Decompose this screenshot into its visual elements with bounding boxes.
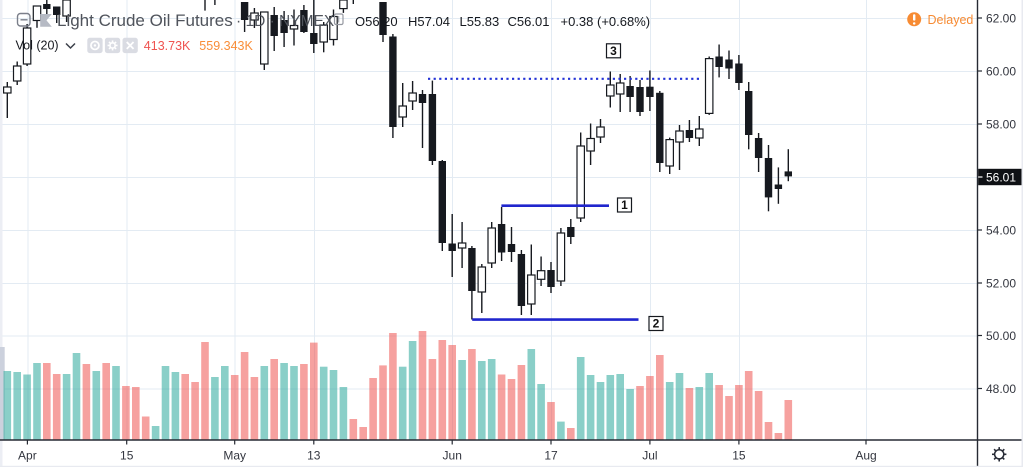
svg-text:Light Crude Oil Futures: Light Crude Oil Futures — [57, 11, 233, 30]
svg-text:52.00: 52.00 — [986, 276, 1016, 290]
svg-text:559.343K: 559.343K — [199, 39, 253, 53]
svg-text:+0.38 (+0.68%): +0.38 (+0.68%) — [561, 14, 651, 29]
svg-text:Apr: Apr — [18, 449, 37, 463]
svg-text:54.00: 54.00 — [986, 223, 1016, 237]
svg-text:413.73K: 413.73K — [144, 39, 191, 53]
svg-text:Delayed: Delayed — [928, 13, 974, 27]
svg-text:May: May — [223, 449, 246, 463]
svg-text:60.00: 60.00 — [986, 64, 1016, 78]
svg-text:Jun: Jun — [443, 449, 462, 463]
svg-text:Aug: Aug — [855, 449, 876, 463]
svg-text:Vol (20): Vol (20) — [16, 39, 59, 53]
svg-text:2: 2 — [653, 317, 660, 331]
svg-text:H57.04: H57.04 — [408, 14, 450, 29]
svg-text:13: 13 — [307, 449, 321, 463]
svg-text:58.00: 58.00 — [986, 117, 1016, 131]
svg-text:C56.01: C56.01 — [508, 14, 550, 29]
svg-text:Jul: Jul — [642, 449, 657, 463]
svg-text:50.00: 50.00 — [986, 329, 1016, 343]
svg-text:17: 17 — [544, 449, 558, 463]
svg-text:56.01: 56.01 — [986, 170, 1016, 184]
svg-text:15: 15 — [120, 449, 134, 463]
svg-text:48.00: 48.00 — [986, 382, 1016, 396]
svg-text:15: 15 — [732, 449, 746, 463]
svg-text:3: 3 — [610, 44, 617, 58]
svg-text:L55.83: L55.83 — [460, 14, 500, 29]
svg-text:1: 1 — [621, 198, 628, 212]
svg-text:· 1D · NYMEX: · 1D · NYMEX — [236, 13, 335, 30]
svg-text:62.00: 62.00 — [986, 11, 1016, 25]
svg-text:O56.20: O56.20 — [355, 14, 398, 29]
